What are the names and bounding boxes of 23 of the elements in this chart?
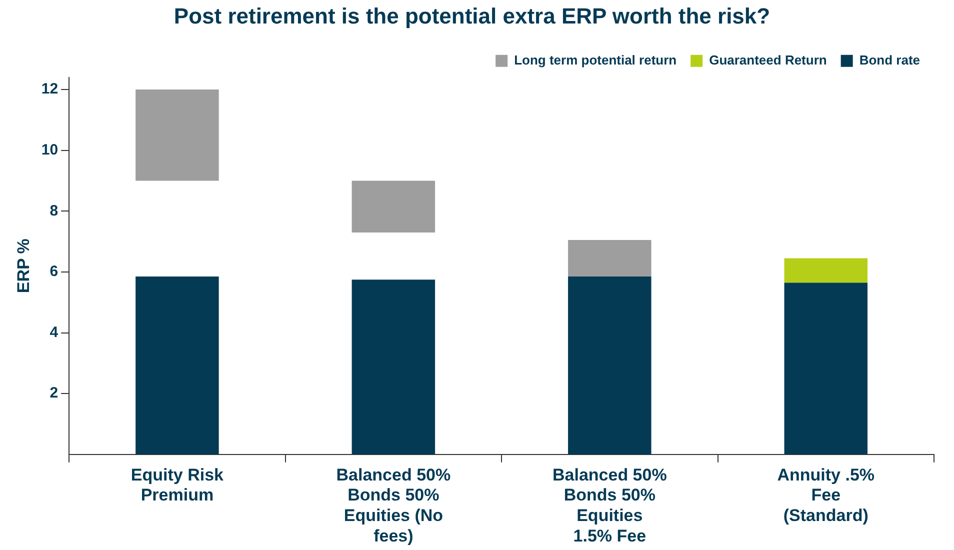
- y-axis-title: ERP %: [14, 238, 33, 294]
- y-tick-label: 4: [50, 324, 59, 341]
- bar: [352, 280, 436, 454]
- y-tick-label: 12: [41, 80, 58, 98]
- x-tick-label: Balanced 50% Bonds 50% Equities (No fees): [336, 465, 451, 546]
- y-tick-label: 6: [50, 263, 58, 280]
- y-tick-label: 10: [41, 142, 58, 159]
- x-tick-label: Annuity .5% Fee (Standard): [777, 465, 875, 526]
- chart-title: Post retirement is the potential extra ERP worth the risk?: [174, 3, 770, 28]
- y-tick-label: 8: [50, 202, 58, 220]
- bar: [136, 90, 219, 181]
- x-tick-label: Balanced 50% Bonds 50% Equities 1.5% Fee: [552, 465, 667, 546]
- bar: [136, 276, 219, 454]
- legend-label: Bond rate: [859, 52, 920, 68]
- bar: [784, 282, 868, 454]
- legend-label: Long term potential return: [514, 52, 677, 68]
- bar: [352, 180, 436, 232]
- y-tick-label: 2: [50, 384, 58, 402]
- bar: [784, 258, 868, 283]
- x-tick-label: Equity Risk Premium: [130, 465, 224, 505]
- bar: [568, 276, 652, 454]
- bar: [568, 240, 652, 277]
- legend-label: Guaranteed Return: [709, 52, 827, 68]
